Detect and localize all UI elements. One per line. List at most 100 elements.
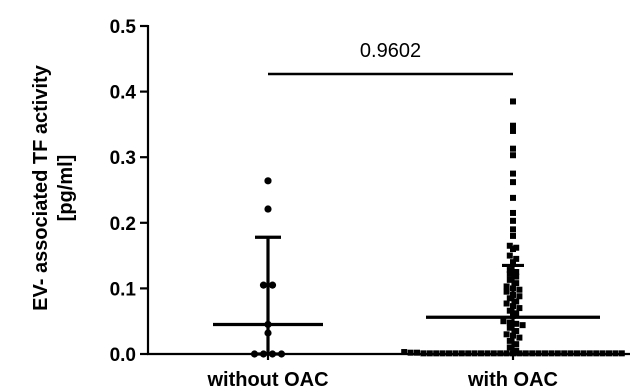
data-point — [513, 255, 520, 262]
data-point — [478, 350, 484, 357]
y-ticks: 0.0 0.1 0.2 0.3 0.4 0.5 — [110, 17, 148, 366]
data-point — [277, 350, 286, 358]
x-category-label: with OAC — [467, 369, 558, 391]
data-point — [506, 270, 513, 277]
data-point — [561, 350, 568, 357]
data-point — [506, 276, 513, 283]
y-tick-label: 0.2 — [110, 214, 136, 235]
data-point — [516, 286, 523, 293]
data-point — [542, 350, 548, 357]
data-point — [259, 281, 268, 289]
data-point — [407, 349, 414, 356]
data-point — [612, 350, 619, 357]
data-point — [510, 209, 516, 216]
data-point — [503, 288, 510, 295]
data-point — [513, 328, 520, 335]
data-point — [264, 177, 272, 185]
mean-and-error-bars — [213, 235, 600, 356]
data-point — [516, 305, 523, 312]
data-point — [484, 350, 491, 357]
data-point — [513, 280, 520, 287]
data-point — [513, 298, 520, 305]
data-point — [510, 127, 516, 134]
data-point — [439, 350, 446, 357]
data-point — [516, 293, 523, 300]
y-tick-label: 0.4 — [110, 83, 137, 104]
data-point — [510, 179, 516, 186]
data-point — [268, 281, 277, 289]
data-point — [554, 350, 561, 357]
y-tick-label: 0.5 — [110, 17, 137, 38]
x-category-labels: without OAC with OAC — [206, 354, 558, 391]
data-point — [548, 350, 555, 357]
data-point — [519, 322, 526, 329]
data-point — [618, 350, 625, 357]
data-point — [500, 318, 507, 325]
y-axis-label-line-1: EV- associated TF activity — [30, 64, 52, 311]
data-point — [401, 349, 408, 356]
data-point — [506, 319, 513, 326]
significance-annotation: 0.9602 — [268, 40, 513, 76]
data-point — [513, 341, 520, 348]
data-point — [513, 273, 520, 280]
data-point — [503, 283, 510, 290]
data-point — [586, 350, 593, 357]
data-point — [510, 246, 516, 253]
data-point — [510, 259, 516, 266]
data-point — [567, 350, 574, 357]
data-point — [506, 242, 513, 249]
data-point — [471, 350, 478, 357]
data-point — [264, 205, 272, 213]
data-point — [465, 350, 472, 357]
data-point — [513, 320, 520, 327]
data-point — [516, 334, 523, 341]
data-point — [506, 344, 513, 351]
data-point — [506, 267, 513, 274]
data-point — [503, 300, 510, 307]
y-axis-label: EV- associated TF activity [pg/ml] — [30, 64, 77, 311]
y-tick-label: 0.1 — [110, 279, 137, 300]
data-point — [458, 350, 465, 357]
data-point — [510, 170, 516, 177]
data-point — [414, 349, 420, 356]
data-point — [599, 350, 606, 357]
data-point — [535, 350, 542, 357]
data-point — [446, 350, 452, 357]
data-point — [506, 252, 513, 259]
data-point — [529, 350, 536, 357]
data-point — [513, 244, 520, 251]
data-point — [506, 307, 513, 314]
data-point — [513, 347, 520, 354]
data-point — [490, 350, 497, 357]
data-point — [506, 295, 513, 302]
data-point — [506, 324, 513, 331]
data-point — [510, 226, 516, 233]
y-axis-label-line-2: [pg/ml] — [55, 155, 77, 222]
data-point — [510, 98, 516, 105]
data-point — [506, 337, 513, 344]
data-point — [580, 350, 587, 357]
data-point — [522, 350, 529, 357]
data-point — [574, 350, 580, 357]
data-point — [510, 145, 516, 152]
data-point — [510, 232, 516, 239]
data-point — [503, 331, 510, 338]
data-point — [510, 217, 516, 224]
data-point — [250, 350, 259, 358]
data-point — [426, 350, 433, 357]
data-point — [497, 350, 504, 357]
x-category-label: without OAC — [206, 369, 328, 391]
data-point — [606, 350, 612, 357]
p-value-label: 0.9602 — [360, 40, 421, 62]
data-point — [433, 350, 440, 357]
data-point — [510, 122, 516, 129]
data-point — [452, 350, 459, 357]
data-point — [513, 310, 520, 317]
data-point — [593, 350, 600, 357]
data-point — [510, 152, 516, 159]
y-tick-label: 0.3 — [110, 148, 136, 169]
data-point — [510, 194, 516, 201]
y-tick-label: 0.0 — [110, 345, 136, 366]
data-point — [513, 269, 520, 275]
